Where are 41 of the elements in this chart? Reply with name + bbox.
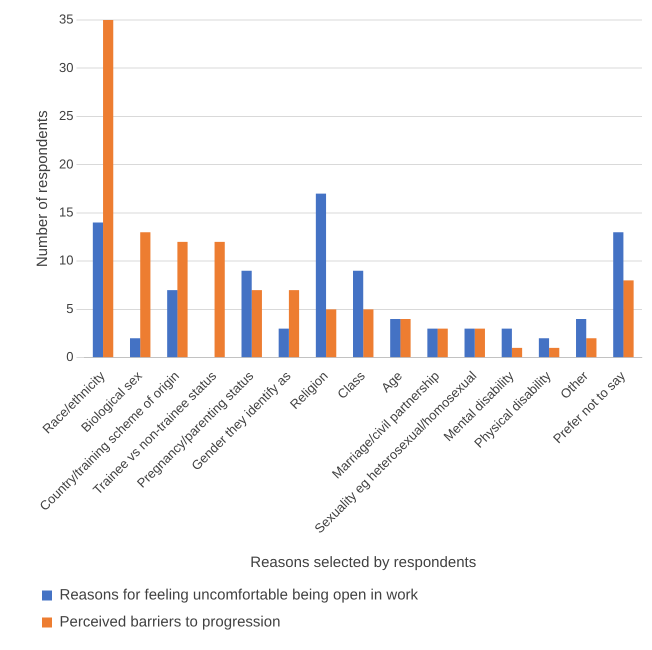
bar (278, 328, 289, 358)
legend-label: Reasons for feeling uncomfortable being open in work (60, 586, 419, 604)
x-axis-title: Reasons selected by respondents (250, 554, 476, 572)
bar (613, 232, 624, 358)
y-tick-label: 30 (58, 60, 74, 75)
legend-label: Perceived barriers to progression (60, 614, 280, 631)
bar (623, 280, 634, 358)
bar (177, 242, 188, 358)
y-tick-label: 5 (66, 300, 74, 316)
bar (130, 338, 140, 358)
bar (140, 232, 150, 358)
y-tick-label: 15 (58, 204, 74, 220)
bar (538, 338, 550, 358)
bar (252, 290, 262, 358)
bar (576, 319, 586, 358)
bar (363, 309, 374, 358)
bar (427, 328, 438, 358)
bar (92, 222, 104, 358)
bar (464, 328, 475, 358)
bar (167, 290, 178, 358)
y-axis-title: Number of respondents (34, 110, 52, 268)
bar (438, 328, 448, 358)
bar (288, 290, 300, 358)
y-tick-label: 25 (58, 108, 74, 124)
y-tick-label: 10 (58, 252, 74, 268)
bar (390, 319, 400, 358)
bar (214, 242, 225, 358)
bar (502, 328, 512, 358)
bar (586, 338, 596, 358)
y-tick-label: 35 (58, 12, 74, 27)
bar (242, 270, 252, 358)
y-tick-label: 20 (58, 156, 74, 172)
bar (474, 328, 485, 358)
bar (353, 270, 364, 358)
bar (326, 309, 336, 358)
y-tick-label: 0 (66, 349, 74, 364)
bar (103, 20, 114, 358)
bar (512, 348, 522, 358)
bar (316, 194, 326, 358)
bar (549, 348, 560, 358)
bar (400, 319, 411, 358)
